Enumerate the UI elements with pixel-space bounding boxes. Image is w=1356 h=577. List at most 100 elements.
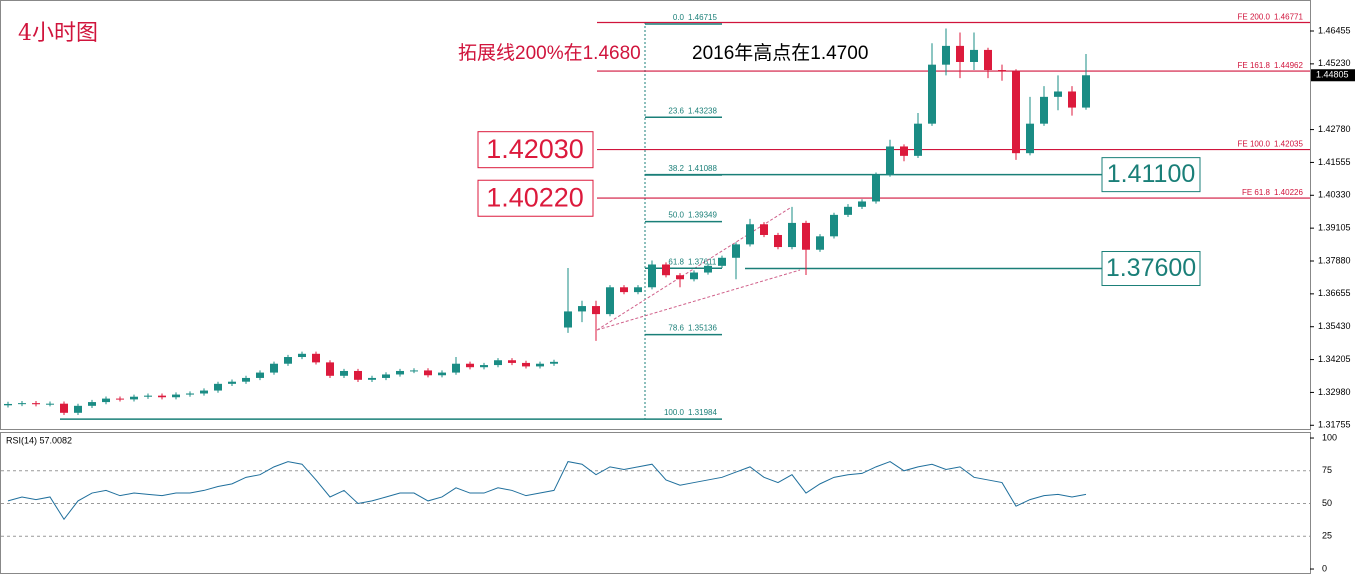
fe-value: 1.42035 xyxy=(1274,140,1303,149)
candle-body xyxy=(942,45,950,65)
main-frame xyxy=(0,0,1311,430)
candle-body xyxy=(914,123,922,156)
level-label: 1.40220 xyxy=(486,182,584,212)
candle-body xyxy=(1068,91,1076,108)
y-tick-label: 1.34205 xyxy=(1318,354,1351,364)
candle-body xyxy=(970,49,978,62)
fib-value: 1.43238 xyxy=(688,106,717,115)
y-tick-label: 1.31755 xyxy=(1318,420,1351,430)
candle-body xyxy=(760,224,768,235)
candle-body xyxy=(1026,123,1034,154)
pattern-line xyxy=(596,207,801,331)
rsi-tick-label: 50 xyxy=(1322,498,1332,508)
candle-body xyxy=(46,403,54,405)
fe-ratio: FE 161.8 xyxy=(1238,61,1271,70)
fib-value: 1.37611 xyxy=(688,257,717,266)
candle-body xyxy=(634,287,642,293)
candle-body xyxy=(718,257,726,266)
fe-ratio: FE 200.0 xyxy=(1238,13,1271,22)
candle-body xyxy=(928,64,936,124)
level-label: 1.42030 xyxy=(486,134,584,164)
chart-title: 4小时图 xyxy=(18,21,98,46)
fib-ratio: 78.6 xyxy=(668,324,684,333)
candle-body xyxy=(690,272,698,280)
candle-body xyxy=(522,362,530,367)
candle-body xyxy=(382,374,390,378)
candle-body xyxy=(172,394,180,398)
rsi-tick-label: 75 xyxy=(1322,465,1332,475)
current-price: 1.44805 xyxy=(1316,70,1349,80)
candle-body xyxy=(536,363,544,367)
candle-body xyxy=(326,362,334,376)
rsi-label: RSI(14) 57.0082 xyxy=(6,435,72,445)
candle-body xyxy=(242,377,250,382)
candle-body xyxy=(130,396,138,400)
fib-ratio: 50.0 xyxy=(668,211,684,220)
y-tick-label: 1.37880 xyxy=(1318,255,1351,265)
fe-ratio: FE 61.8 xyxy=(1242,188,1271,197)
rsi-frame xyxy=(0,432,1311,574)
candle-body xyxy=(452,363,460,373)
candle-body xyxy=(158,395,166,398)
y-tick-label: 1.35430 xyxy=(1318,321,1351,331)
rsi-line xyxy=(7,461,1087,521)
candle-body xyxy=(480,365,488,368)
fib-value: 1.39349 xyxy=(688,211,717,220)
rsi-tick-label: 100 xyxy=(1322,432,1337,442)
candle-body xyxy=(844,206,852,215)
candle-body xyxy=(886,146,894,175)
candle-body xyxy=(550,361,558,364)
y-tick-label: 1.42780 xyxy=(1318,124,1351,134)
candle-body xyxy=(508,360,516,363)
candle-body xyxy=(564,311,572,328)
fib-ratio: 23.6 xyxy=(668,106,684,115)
candle-body xyxy=(368,377,376,380)
candle-body xyxy=(578,306,586,312)
y-tick-label: 1.45230 xyxy=(1318,58,1351,68)
candle-body xyxy=(312,353,320,363)
level-label: 1.41100 xyxy=(1107,160,1196,188)
candle-body xyxy=(186,393,194,395)
candle-body xyxy=(620,287,628,293)
candle-body xyxy=(88,402,96,406)
candle-body xyxy=(816,236,824,250)
candle-body xyxy=(858,201,866,207)
level-box xyxy=(477,179,594,217)
candle-body xyxy=(900,146,908,156)
candle-body xyxy=(32,403,40,405)
y-tick-label: 1.46455 xyxy=(1318,25,1351,35)
candle-body xyxy=(830,214,838,237)
candle-body xyxy=(214,383,222,391)
fib-value: 1.41088 xyxy=(688,164,717,173)
candle-body xyxy=(1054,91,1062,97)
candle-body xyxy=(200,390,208,394)
candle-body xyxy=(4,403,12,406)
level-box xyxy=(1101,251,1201,287)
candle-body xyxy=(704,265,712,273)
annotation: 2016年高点在1.4700 xyxy=(692,42,868,64)
candle-body xyxy=(956,45,964,62)
candle-body xyxy=(18,403,26,405)
candle-body xyxy=(998,70,1006,72)
fib-value: 1.46715 xyxy=(688,13,717,22)
candle-body xyxy=(438,372,446,376)
fib-value: 1.35136 xyxy=(688,324,717,333)
candle-body xyxy=(424,370,432,376)
candle-body xyxy=(1012,71,1020,154)
candle-body xyxy=(466,363,474,368)
candle-body xyxy=(648,264,656,288)
candle-body xyxy=(396,370,404,375)
candle-body xyxy=(298,353,306,358)
candle-body xyxy=(746,224,754,245)
y-tick-label: 1.32980 xyxy=(1318,387,1351,397)
rsi-tick-label: 25 xyxy=(1322,531,1332,541)
candle-body xyxy=(144,395,152,397)
candle-body xyxy=(256,372,264,378)
candle-body xyxy=(74,405,82,413)
annotation: 拓展线200%在1.4680 xyxy=(458,42,641,64)
candle-body xyxy=(774,234,782,248)
candle-body xyxy=(606,287,614,315)
candle-body xyxy=(340,370,348,376)
